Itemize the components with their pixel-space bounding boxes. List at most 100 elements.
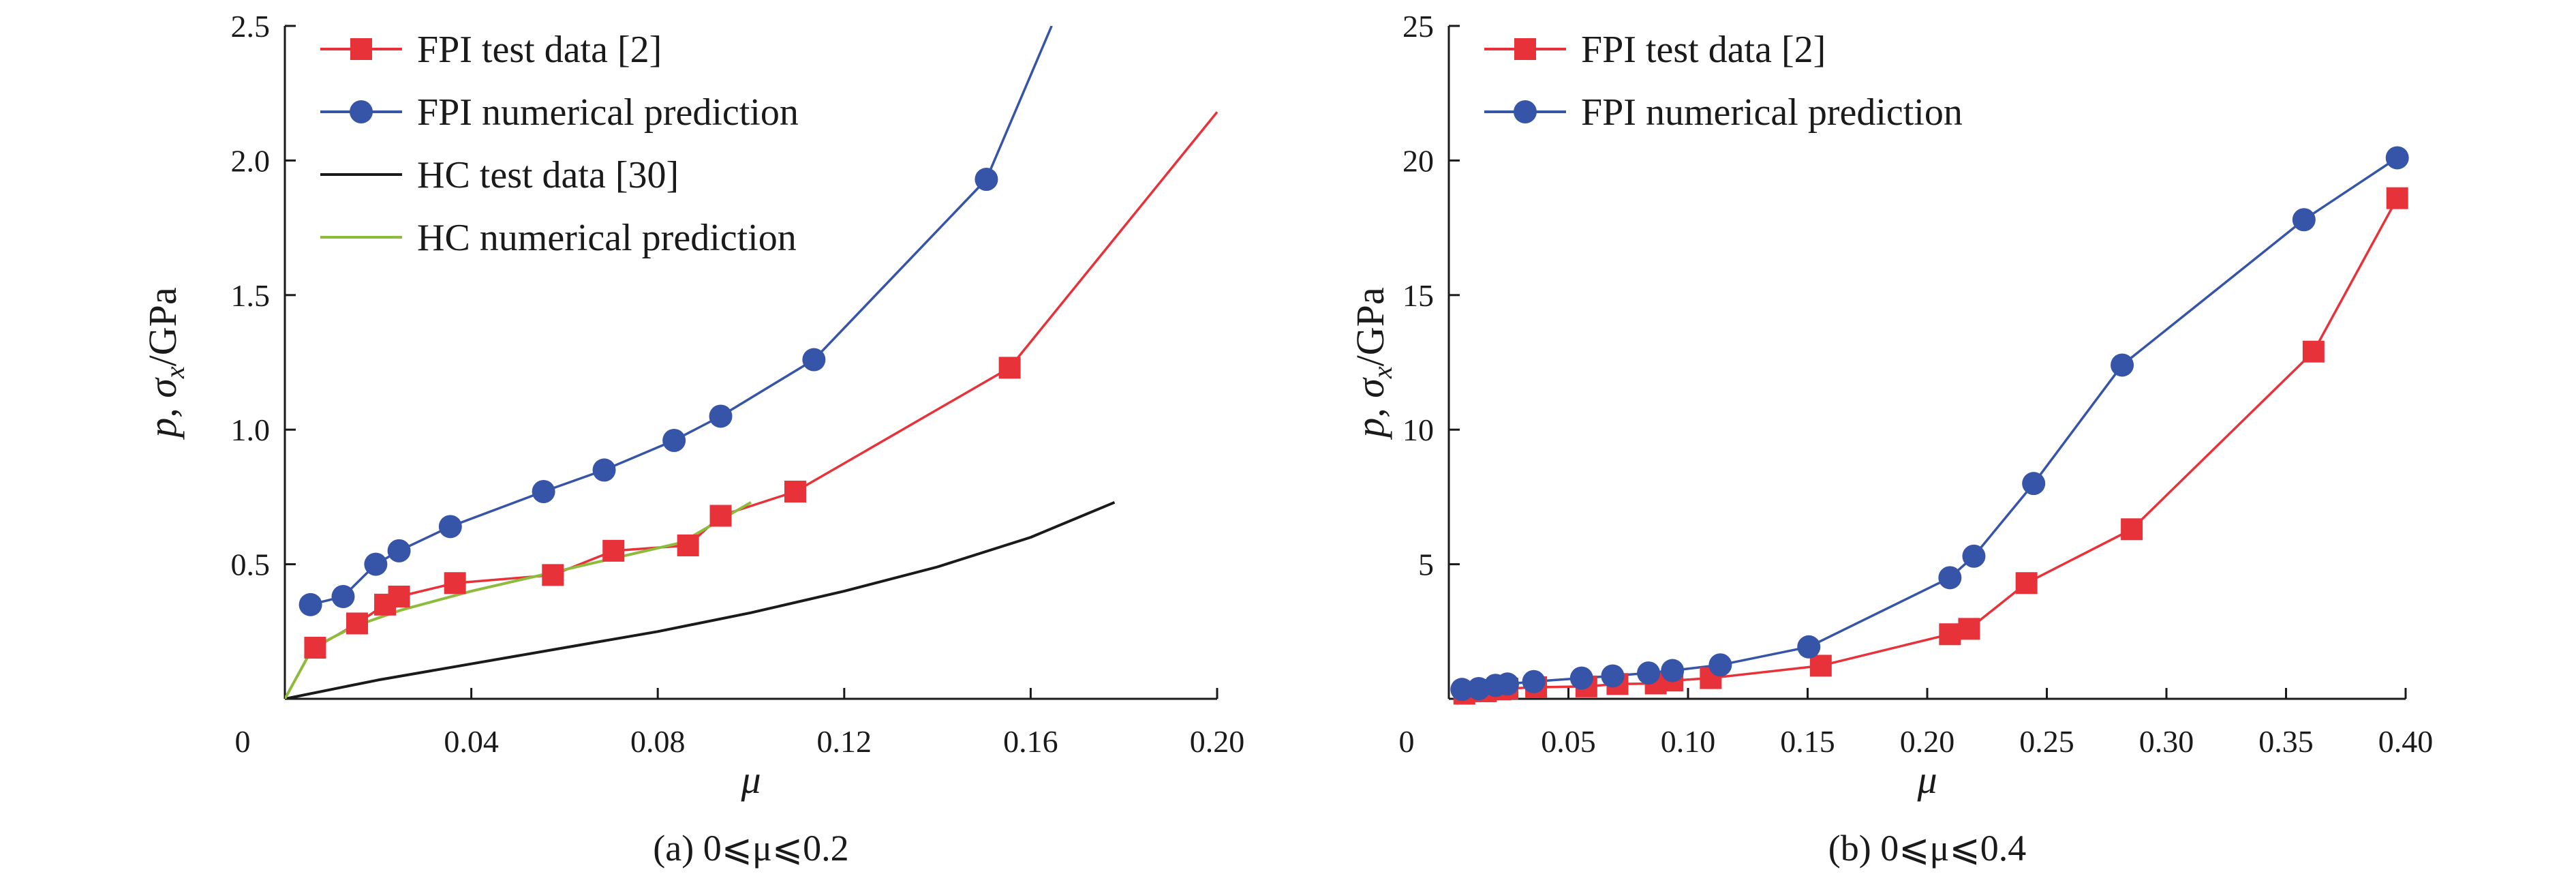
data-point-circle: [1797, 635, 1821, 659]
data-point-circle: [2292, 208, 2316, 232]
data-point-square: [709, 505, 732, 527]
y-label-p: p,: [1348, 398, 1392, 440]
legend-label: FPI test data [2]: [1581, 29, 1826, 71]
data-point-circle: [387, 539, 411, 562]
y-tick-label: 2.0: [231, 143, 271, 178]
legend-marker-circle: [1514, 100, 1537, 123]
x-tick-label: 0.16: [1003, 724, 1058, 759]
data-point-circle: [2385, 146, 2409, 170]
data-point-circle: [1522, 670, 1546, 693]
y-axis-label: p, σx/GPa: [1348, 287, 1398, 440]
y-tick-label: 2.5: [231, 9, 271, 44]
x-axis-label: μ: [740, 757, 761, 802]
y-tick-label: 1.0: [231, 412, 271, 447]
data-point-circle: [298, 592, 322, 616]
legend-label: FPI test data [2]: [417, 29, 662, 71]
x-tick-label: 0.40: [2378, 724, 2434, 759]
data-point-square: [1809, 655, 1832, 677]
data-point-circle: [1637, 661, 1661, 685]
data-point-circle: [662, 428, 686, 452]
y-tick-label: 5: [1418, 547, 1434, 582]
data-point-square: [2302, 340, 2325, 363]
y-tick-label: 1.5: [231, 278, 271, 313]
y-label-unit: /GPa: [140, 287, 185, 366]
y-tick-label: 15: [1402, 278, 1434, 313]
data-point-circle: [975, 168, 998, 192]
x-axis-label: μ: [1916, 757, 1937, 802]
panel-caption: (a) 0⩽μ⩽0.2: [653, 828, 848, 869]
data-point-square: [784, 481, 806, 503]
data-point-circle: [709, 404, 733, 428]
legend-label: HC test data [30]: [417, 154, 679, 196]
y-tick-label: 10: [1402, 412, 1434, 447]
data-point-circle: [331, 584, 355, 608]
panel-caption: (b) 0⩽μ⩽0.4: [1828, 828, 2026, 869]
data-point-circle: [1962, 544, 1986, 568]
data-point-square: [1958, 618, 1980, 640]
y-tick-label: 25: [1402, 9, 1434, 44]
x-tick-label: 0.10: [1661, 724, 1716, 759]
x-tick-label: 0.30: [2139, 724, 2194, 759]
legend-label: HC numerical prediction: [417, 217, 797, 259]
chart-panel-a: 0 0.04 0.08 0.12 0.16 0.20 0.5 1.0 1.5 2.0 2.5 FPI …: [140, 9, 1244, 869]
x-tick-label: 0.08: [630, 724, 686, 759]
y-tick-label: 20: [1402, 143, 1434, 178]
legend-marker-square: [1514, 38, 1536, 60]
x-tick-label: 0.15: [1780, 724, 1835, 759]
x-tick-label: 0: [1399, 724, 1415, 759]
data-point-square: [304, 636, 326, 659]
data-point-circle: [532, 480, 555, 504]
data-point-square: [2015, 572, 2038, 595]
data-point-circle: [2111, 353, 2134, 377]
data-point-circle: [1495, 672, 1519, 696]
data-point-circle: [1601, 664, 1625, 688]
x-tick-label: 0.04: [444, 724, 499, 759]
legend-label: FPI numerical prediction: [417, 91, 799, 134]
x-tick-label: 0.05: [1541, 724, 1596, 759]
data-point-square: [542, 564, 564, 586]
data-point-circle: [1938, 566, 1962, 590]
data-point-circle: [1661, 659, 1685, 682]
data-point-square: [2121, 518, 2143, 541]
series-line: [1462, 157, 2398, 691]
y-label-subscript: x: [159, 366, 190, 379]
y-label-sigma: σ: [140, 377, 185, 398]
legend-label: FPI numerical prediction: [1581, 91, 1963, 134]
data-point-circle: [438, 515, 462, 539]
marker-layer: [298, 168, 1021, 659]
x-tick-label: 0: [235, 724, 251, 759]
x-tick-label: 0.20: [1900, 724, 1955, 759]
data-point-circle: [1569, 666, 1593, 690]
data-point-circle: [364, 552, 388, 576]
x-tick-label: 0.12: [817, 724, 872, 759]
series-line: [285, 501, 752, 699]
y-label-subscript: x: [1367, 366, 1398, 379]
data-point-square: [1939, 623, 1961, 646]
data-point-circle: [802, 348, 826, 372]
data-point-square: [2386, 187, 2408, 209]
data-point-circle: [592, 458, 616, 482]
data-point-square: [444, 572, 466, 595]
x-tick-label: 0.25: [2019, 724, 2074, 759]
legend: FPI test data [2] FPI numerical predictio…: [320, 29, 799, 259]
data-point-square: [388, 585, 410, 607]
chart-panel-b: 0 0.05 0.10 0.15 0.20 0.25 0.30 0.35 0.40 5 10 15 20…: [1348, 9, 2433, 869]
data-point-circle: [1450, 678, 1474, 702]
data-point-square: [998, 357, 1021, 379]
x-tick-label: 0.35: [2258, 724, 2314, 759]
y-label-p: p,: [140, 398, 185, 440]
y-tick-label: 0.5: [231, 547, 271, 582]
data-point-square: [677, 534, 699, 556]
y-axis-label: p, σx/GPa: [140, 287, 190, 440]
legend-marker-square: [350, 38, 372, 60]
legend-marker-circle: [350, 100, 373, 123]
data-point-circle: [1708, 653, 1732, 677]
x-tick-label: 0.20: [1190, 724, 1245, 759]
data-point-square: [602, 539, 625, 562]
plot-area: [1462, 157, 2399, 695]
series-line: [1464, 197, 2399, 695]
data-point-circle: [2022, 472, 2046, 496]
y-label-unit: /GPa: [1348, 287, 1392, 366]
data-point-square: [346, 612, 369, 635]
